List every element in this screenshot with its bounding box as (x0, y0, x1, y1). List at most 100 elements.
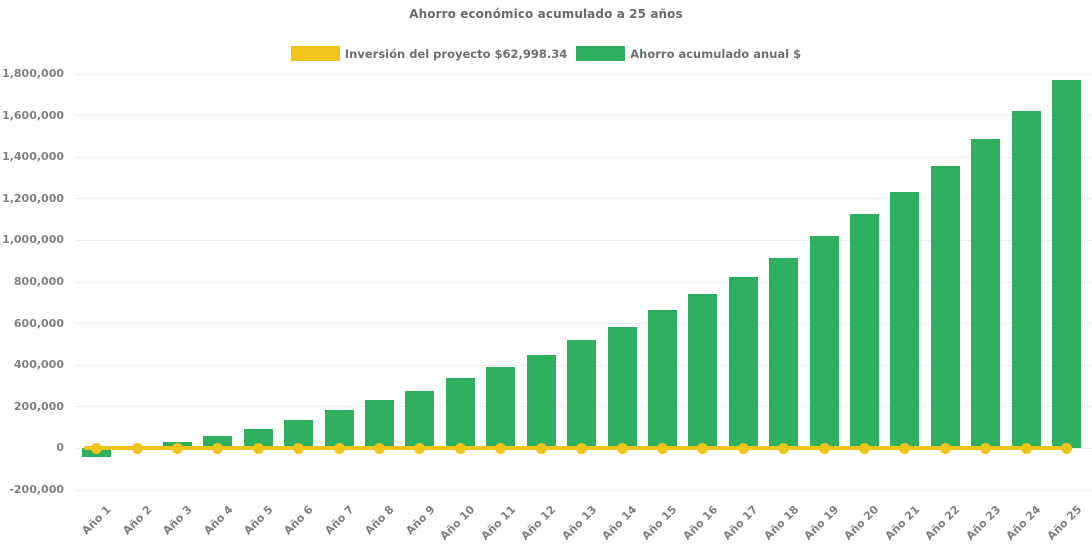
line-marker (818, 442, 830, 454)
bar (567, 340, 597, 449)
line-marker (1020, 442, 1032, 454)
line-marker (252, 442, 264, 454)
x-tick-label: Año 10 (437, 503, 478, 543)
bar (1052, 80, 1082, 449)
x-tick-label: Año 17 (720, 503, 761, 543)
bar (243, 428, 273, 449)
bar (647, 310, 677, 449)
y-tick-label: 1,000,000 (2, 233, 64, 247)
bar (203, 435, 233, 449)
chart-legend: Inversión del proyecto $62,998.34 Ahorro… (0, 46, 1092, 61)
investment-line (84, 446, 1067, 451)
x-tick-label: Año 19 (801, 503, 842, 543)
y-tick-label: 1,200,000 (2, 191, 64, 205)
x-tick-label: Año 16 (680, 503, 721, 543)
bar (324, 410, 354, 449)
x-tick-label: Año 2 (120, 503, 155, 538)
line-marker (535, 442, 547, 454)
y-tick-label: 400,000 (13, 358, 64, 372)
x-tick-label: Año 5 (241, 503, 276, 538)
bar (365, 400, 395, 449)
x-tick-label: Año 7 (322, 503, 357, 538)
x-tick-label: Año 20 (842, 503, 882, 543)
line-marker (656, 442, 668, 454)
gridline (75, 323, 1092, 325)
x-tick-label: Año 23 (963, 503, 1003, 543)
x-tick-label: Año 15 (640, 503, 680, 543)
line-marker (333, 442, 345, 454)
bar (1011, 111, 1041, 449)
x-tick-label: Año 4 (200, 503, 236, 538)
bar (930, 166, 960, 449)
line-marker (980, 442, 992, 454)
x-tick-label: Año 12 (518, 503, 559, 543)
y-tick-label: 200,000 (13, 399, 64, 413)
line-marker (414, 442, 426, 454)
bar (607, 326, 637, 449)
chart-title: Ahorro económico acumulado a 25 años (409, 7, 683, 21)
legend-item-ahorro: Ahorro acumulado anual $ (576, 46, 801, 61)
bar (445, 378, 475, 449)
gridline (75, 239, 1092, 241)
x-tick-label: Año 1 (79, 503, 114, 538)
line-marker (293, 442, 305, 454)
y-tick-label: 1,400,000 (2, 150, 64, 164)
bar (809, 236, 839, 449)
line-marker (374, 442, 386, 454)
y-tick-label: 0 (56, 441, 64, 455)
legend-swatch-green (576, 46, 626, 61)
gridline (75, 198, 1092, 200)
line-marker (454, 442, 466, 454)
legend-swatch-yellow (290, 46, 340, 61)
plot-area (75, 73, 1092, 491)
y-tick-label: 600,000 (13, 316, 64, 330)
line-marker (778, 442, 790, 454)
line-marker (576, 442, 588, 454)
line-marker (495, 442, 507, 454)
legend-label-inversion: Inversión del proyecto $62,998.34 (344, 46, 568, 61)
x-tick-label: Año 11 (478, 503, 519, 543)
x-tick-label: Año 13 (559, 503, 599, 543)
legend-item-inversion: Inversión del proyecto $62,998.34 (290, 46, 568, 61)
line-marker (737, 442, 749, 454)
bar (849, 213, 879, 449)
x-tick-label: Año 21 (882, 503, 923, 543)
line-marker (172, 442, 184, 454)
bar (405, 390, 435, 449)
line-marker (212, 442, 224, 454)
gridline (75, 489, 1092, 491)
x-tick-label: Año 3 (160, 503, 195, 538)
line-marker (1061, 442, 1073, 454)
line-marker (939, 442, 951, 454)
x-tick-label: Año 8 (362, 503, 397, 538)
line-marker (899, 442, 911, 454)
line-marker (131, 442, 143, 454)
y-axis: 1,800,000 1,600,000 1,400,000 1,200,000 1,00… (0, 67, 64, 496)
x-tick-label: Año 14 (599, 503, 640, 543)
line-marker (91, 442, 103, 454)
line-marker (697, 442, 709, 454)
legend-label-ahorro: Ahorro acumulado anual $ (630, 46, 802, 61)
gridline (75, 73, 1092, 75)
y-tick-label: 1,600,000 (2, 108, 64, 122)
y-tick-label: 800,000 (13, 275, 64, 288)
x-tick-label: Año 9 (402, 503, 438, 538)
gridline (75, 281, 1092, 283)
x-tick-label: Año 6 (281, 503, 316, 538)
x-tick-label: Año 25 (1044, 503, 1084, 543)
bar (486, 367, 516, 449)
x-tick-label: Año 18 (761, 503, 801, 543)
bar (688, 293, 718, 449)
x-tick-label: Año 24 (1003, 503, 1044, 543)
line-marker (858, 442, 870, 454)
bar (728, 276, 758, 449)
bar (971, 138, 1001, 449)
y-tick-label: 1,800,000 (2, 67, 64, 80)
line-marker (616, 442, 628, 454)
bar (769, 257, 799, 449)
x-tick-label: Año 22 (922, 503, 963, 543)
bar (890, 191, 920, 449)
bar (526, 354, 556, 449)
gridline (75, 115, 1092, 117)
